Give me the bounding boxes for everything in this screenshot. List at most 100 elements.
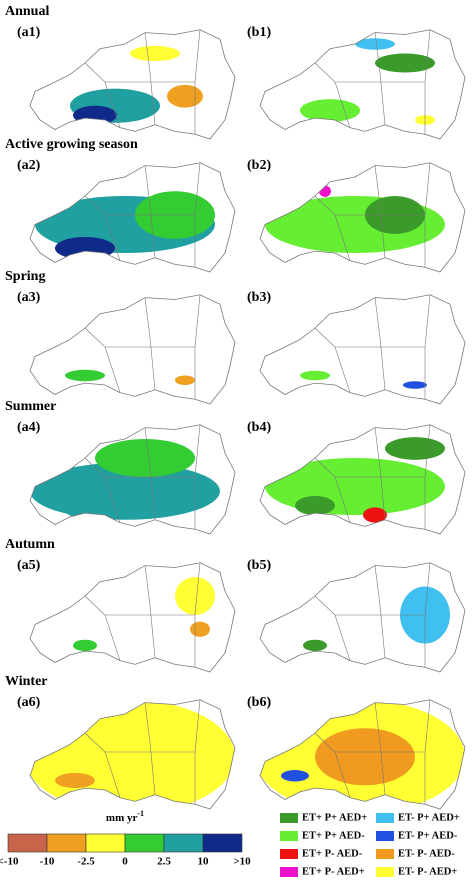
map-region bbox=[265, 458, 445, 515]
colorbar-unit: mm yr-1 bbox=[106, 809, 144, 824]
colorbar-label: 2.5 bbox=[157, 856, 171, 868]
panel-label: (b1) bbox=[247, 25, 271, 40]
map-region bbox=[303, 639, 327, 652]
map-region bbox=[300, 370, 330, 381]
map-boundary bbox=[314, 424, 431, 530]
panel-label: (a3) bbox=[17, 290, 41, 305]
section-title: Winter bbox=[5, 674, 48, 689]
legend-label: ET- P+ AED+ bbox=[398, 812, 460, 823]
map-region bbox=[167, 84, 203, 108]
legend-swatch bbox=[376, 867, 394, 877]
map-outline bbox=[29, 294, 236, 405]
map-region bbox=[281, 770, 309, 782]
map-region bbox=[355, 38, 395, 50]
map-boundary bbox=[314, 699, 431, 805]
map-region bbox=[55, 772, 95, 789]
map-boundary bbox=[84, 699, 201, 805]
map-fill bbox=[300, 38, 435, 125]
map-fill bbox=[265, 185, 445, 253]
map-fill bbox=[65, 369, 195, 385]
map-region bbox=[403, 381, 427, 389]
unit-text: mm yr bbox=[106, 812, 138, 824]
map-panel bbox=[29, 294, 236, 405]
panel-label: (a1) bbox=[17, 25, 41, 40]
colorbar-label: 10 bbox=[198, 856, 210, 868]
colorbar-swatch bbox=[7, 833, 48, 853]
map-region bbox=[319, 185, 331, 197]
colorbar-label: -10 bbox=[40, 856, 55, 868]
legend-swatch bbox=[280, 867, 298, 877]
colorbar-swatch bbox=[202, 833, 243, 853]
map-boundary bbox=[84, 29, 201, 135]
legend-label: ET+ P+ AED+ bbox=[302, 812, 367, 823]
legend-swatch bbox=[280, 849, 298, 859]
map-fill bbox=[30, 699, 235, 810]
map-panel bbox=[259, 29, 466, 140]
map-panel bbox=[29, 699, 236, 810]
map-fill bbox=[303, 586, 450, 652]
map-region bbox=[175, 577, 215, 615]
legend-label: ET+ P+ AED- bbox=[302, 830, 365, 841]
map-region bbox=[315, 728, 415, 786]
map-region bbox=[30, 699, 235, 810]
section-title: Summer bbox=[5, 399, 56, 414]
legend-label: ET+ P- AED+ bbox=[302, 866, 365, 877]
legend-swatch bbox=[280, 813, 298, 823]
map-fill bbox=[35, 191, 215, 260]
panel-label: (a2) bbox=[17, 158, 41, 173]
colorbar-label: <-10 bbox=[0, 856, 19, 868]
colorbar-label: -2.5 bbox=[77, 856, 95, 868]
map-fill bbox=[30, 439, 220, 520]
unit-sup: -1 bbox=[137, 809, 144, 818]
panel-label: (b6) bbox=[247, 695, 271, 710]
legend-swatch bbox=[280, 831, 298, 841]
map-region bbox=[95, 439, 195, 477]
map-outline bbox=[29, 562, 236, 673]
map-fill bbox=[265, 437, 445, 523]
map-boundary bbox=[84, 562, 201, 668]
map-panel bbox=[259, 562, 466, 673]
map-region bbox=[375, 53, 435, 73]
legend-label: ET+ P- AED- bbox=[302, 848, 363, 859]
section-title: Active growing season bbox=[5, 137, 138, 152]
map-fill bbox=[70, 45, 203, 125]
panel-label: (b4) bbox=[247, 420, 271, 435]
map-outline bbox=[259, 294, 466, 405]
legend-swatch bbox=[376, 813, 394, 823]
panel-label: (a4) bbox=[17, 420, 41, 435]
map-boundary bbox=[314, 294, 431, 400]
colorbar-label: >10 bbox=[233, 856, 251, 868]
map-region bbox=[385, 437, 445, 460]
map-boundary bbox=[84, 424, 201, 530]
map-panel bbox=[29, 162, 236, 273]
panel-label: (b2) bbox=[247, 158, 271, 173]
legend-swatch bbox=[376, 849, 394, 859]
legend-label: ET- P+ AED- bbox=[398, 830, 458, 841]
map-boundary bbox=[314, 162, 431, 268]
map-region bbox=[73, 639, 97, 652]
map-boundary bbox=[84, 294, 201, 400]
map-region bbox=[295, 496, 335, 515]
legend-label: ET- P- AED+ bbox=[398, 866, 457, 877]
map-fill bbox=[300, 370, 427, 389]
map-panel bbox=[29, 29, 236, 140]
colorbar-swatch bbox=[163, 833, 204, 853]
section-title: Autumn bbox=[5, 537, 55, 552]
section-title: Annual bbox=[5, 4, 49, 19]
map-region bbox=[175, 375, 195, 385]
legend-swatch bbox=[376, 831, 394, 841]
panel-label: (b3) bbox=[247, 290, 271, 305]
map-region bbox=[130, 45, 180, 62]
colorbar-label: 0 bbox=[122, 856, 128, 868]
panel-label: (a6) bbox=[17, 695, 41, 710]
map-region bbox=[55, 236, 115, 260]
map-region bbox=[73, 105, 117, 125]
map-outline bbox=[29, 29, 236, 140]
map-region bbox=[300, 99, 360, 122]
map-boundary bbox=[84, 162, 201, 268]
legend-label: ET- P- AED- bbox=[398, 848, 455, 859]
section-title: Spring bbox=[5, 269, 45, 284]
panel-label: (b5) bbox=[247, 558, 271, 573]
map-region bbox=[65, 369, 105, 382]
